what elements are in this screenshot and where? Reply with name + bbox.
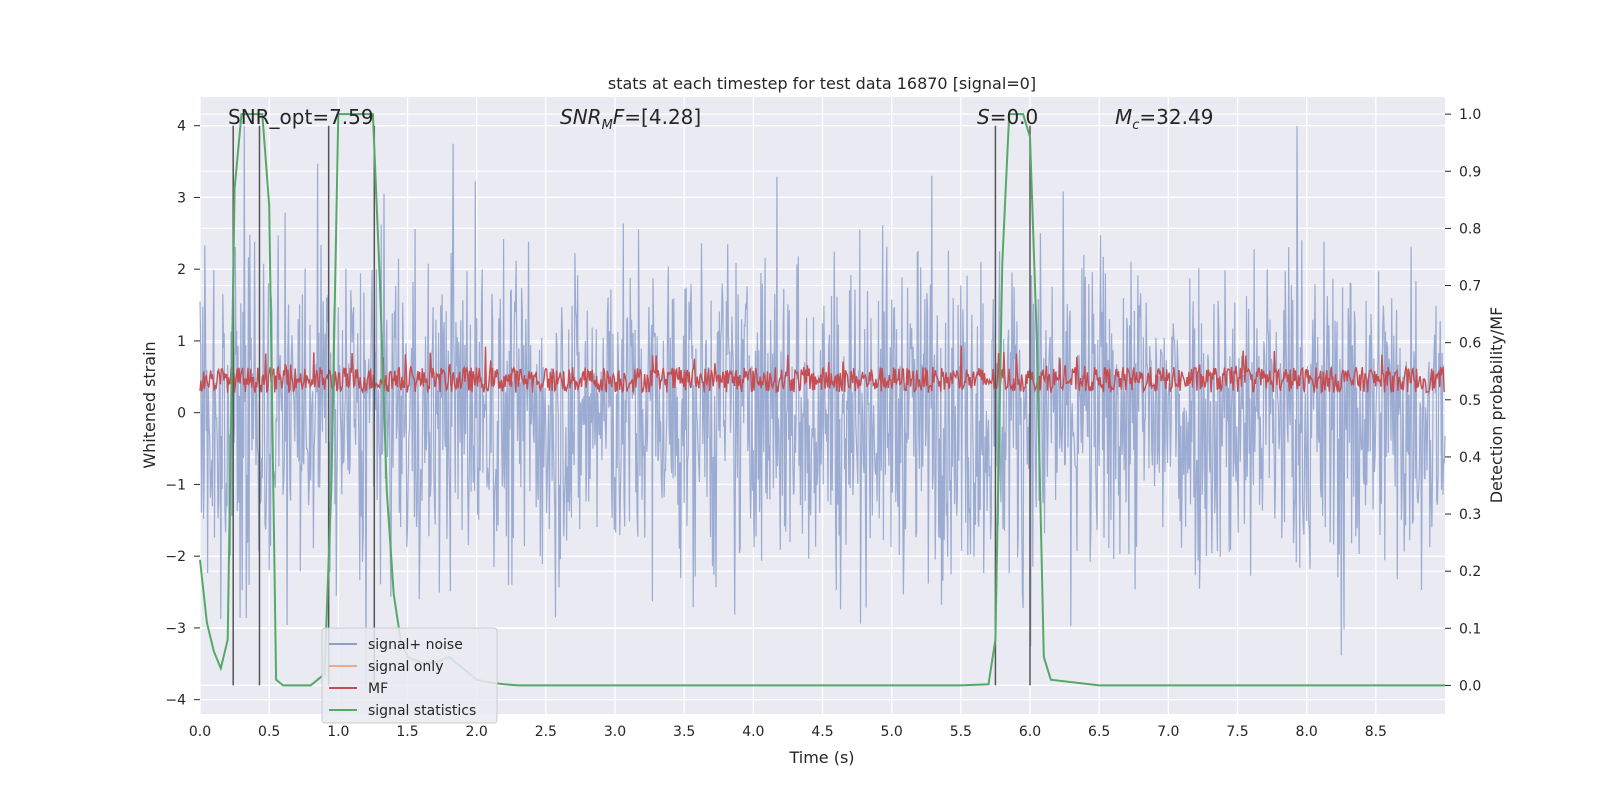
right-y-tick-labels: 0.0 0.1 0.2 0.3 0.4 0.5 0.6 0.7 0.8 0.9 1.0 [1445,107,1481,694]
noise-line [199,125,1446,689]
x-tick-label: 4.0 [742,724,764,740]
left-y-tick-label: −1 [165,477,186,493]
x-tick-label: 2.5 [535,724,557,740]
mf-series [199,345,1446,395]
annotation-s: S=0.0 [977,105,1038,129]
left-y-tick-label: −3 [165,621,186,637]
left-y-tick-label: 0 [177,406,186,422]
x-tick-label: 8.5 [1365,724,1387,740]
stats-line [199,113,1445,687]
right-y-tick-label: 0.4 [1459,450,1481,466]
annotation-snr-mf: SNRMF=[4.28] [560,105,701,133]
annotation-s-value: =0.0 [990,105,1039,129]
right-y-tick-label: 1.0 [1459,107,1481,123]
right-y-axis-label: Detection probability/MF [1487,307,1506,504]
x-tick-label: 6.0 [1019,724,1041,740]
right-y-tick-label: 0.5 [1459,393,1481,409]
x-axis-label: Time (s) [788,748,854,767]
left-y-tick-label: 1 [177,334,186,350]
legend: signal+ noise signal only MF signal statist… [321,627,498,724]
x-tick-label: 5.0 [881,724,903,740]
annotation-mc-sub: c [1132,118,1139,133]
x-tick-label: 0.5 [258,724,280,740]
legend-label: MF [368,681,388,697]
x-tick-label: 8.0 [1296,724,1318,740]
annotation-mc-value: =32.49 [1139,105,1213,129]
x-tick-labels: 0.0 0.5 1.0 1.5 2.0 2.5 3.0 3.5 4.0 4.5 5.0 5.5 6.0 6… [189,724,1387,740]
right-y-tick-label: 0.1 [1459,621,1481,637]
stats-series [199,113,1445,687]
x-tick-label: 3.0 [604,724,626,740]
annotation-mc-label: M [1115,105,1132,129]
annotation-snr-mf-f: F [613,105,625,129]
annotation-snr-mf-label: SNR [560,105,602,129]
annotation-snr-mf-value: =[4.28] [624,105,701,129]
x-tick-label: 1.0 [327,724,349,740]
left-y-tick-label: −2 [165,549,186,565]
annotation-snr-opt: SNR_opt=7.59 [228,105,374,129]
x-tick-label: 7.5 [1226,724,1248,740]
legend-label: signal statistics [368,703,476,719]
left-y-tick-label: 4 [177,119,186,135]
right-y-tick-label: 0.9 [1459,164,1481,180]
right-y-tick-label: 0.7 [1459,279,1481,295]
right-y-tick-label: 0.6 [1459,336,1481,352]
right-y-tick-label: 0.2 [1459,564,1481,580]
noise-series [199,125,1446,689]
right-y-tick-label: 0.3 [1459,507,1481,523]
x-tick-label: 0.0 [189,724,211,740]
left-y-tick-label: −4 [165,693,186,709]
annotation-s-label: S [977,105,990,129]
chart-title: stats at each timestep for test data 168… [608,74,1036,93]
x-tick-label: 5.5 [950,724,972,740]
annotation-mc: Mc=32.49 [1115,105,1213,133]
x-tick-label: 1.5 [396,724,418,740]
right-y-tick-label: 0.8 [1459,221,1481,237]
right-y-tick-label: 0.0 [1459,678,1481,694]
x-tick-label: 6.5 [1088,724,1110,740]
x-tick-label: 4.5 [811,724,833,740]
legend-label: signal only [368,659,443,675]
left-y-axis-label: Whitened strain [140,341,159,468]
x-tick-label: 3.5 [673,724,695,740]
annotation-snr-mf-sub: M [602,118,613,133]
mf-line [199,345,1446,395]
left-y-tick-label: 3 [177,190,186,206]
x-tick-label: 7.0 [1157,724,1179,740]
left-y-tick-labels: −4 −3 −2 −1 0 1 2 3 4 [165,119,200,709]
x-tick-label: 2.0 [466,724,488,740]
left-y-tick-label: 2 [177,262,186,278]
legend-label: signal+ noise [368,637,463,653]
legend-box [321,627,498,724]
